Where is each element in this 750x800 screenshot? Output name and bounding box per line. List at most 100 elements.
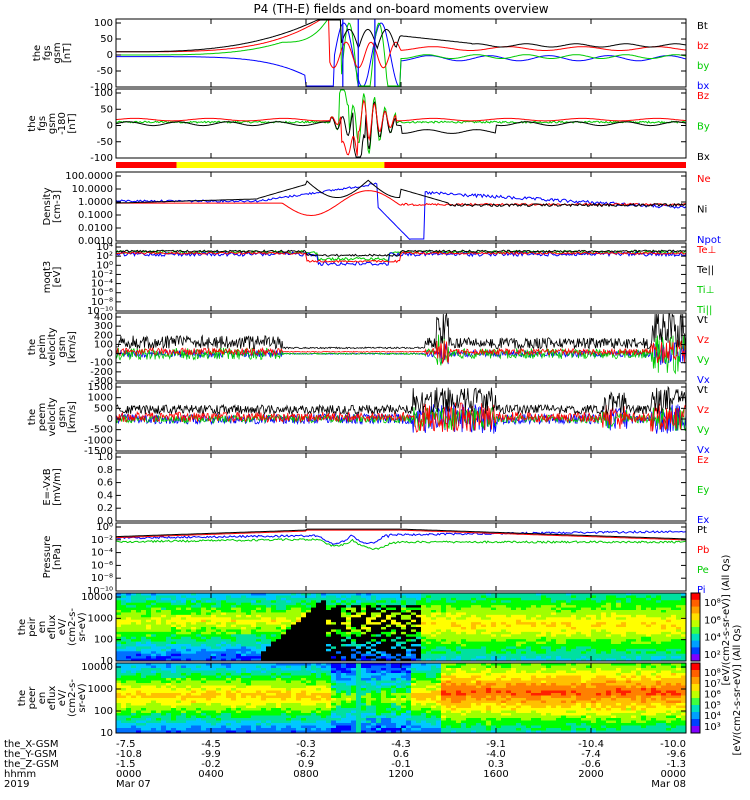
spectrogram-cell [286,685,292,689]
spectrogram-cell [116,680,122,684]
spectrogram-cell [536,612,542,616]
spectrogram-cell [361,685,367,689]
spectrogram-cell [176,685,182,689]
spectrogram-cell [146,680,152,684]
spectrogram-cell [241,695,247,699]
spectrogram-cell [441,631,447,635]
spectrogram-cell [556,622,562,625]
spectrogram-cell [136,651,142,655]
spectrogram-cell [571,651,577,655]
spectrogram-cell [141,600,147,604]
spectrogram-cell [116,600,122,604]
spectrogram-cell [131,600,137,604]
spectrogram-cell [491,617,497,621]
spectrogram-cell [481,607,487,611]
spectrogram-cell [616,641,622,645]
spectrogram-cell [236,607,242,611]
spectrogram-cell [356,728,362,731]
spectrogram-cell [601,646,607,650]
spectrogram-cell [411,641,417,645]
spectrogram-cell [626,636,632,640]
spectrogram-cell [221,627,227,630]
spectrogram-cell [226,713,232,716]
spectrogram-cell [386,631,392,635]
spectrogram-cell [411,627,417,630]
spectrogram-cell [546,607,552,611]
y-tick-label: 10⁰ [96,522,113,533]
spectrogram-cell [141,610,147,613]
spectrogram-cell [461,624,467,628]
spectrogram-cell [661,658,667,662]
spectrogram-cell [261,723,267,726]
spectrogram-cell [221,675,227,679]
spectrogram-cell [301,597,307,601]
spectrogram-cell [316,651,322,655]
spectrogram-cell [206,703,212,706]
spectrogram-cell [161,670,167,674]
spectrogram-cell [321,685,327,689]
spectrogram-cell [636,610,642,613]
spectrogram-cell [426,597,432,601]
spectrogram-cell [226,705,232,709]
spectrogram-cell [256,636,262,640]
spectrogram-cell [611,648,617,652]
spectrogram-cell [176,600,182,604]
spectrogram-cell [346,629,352,633]
spectrogram-cell [256,593,262,596]
spectrogram-cell [296,723,302,726]
spectrogram-cell [621,593,627,596]
spectrogram-cell [141,693,147,696]
spectrogram-cell [521,641,527,645]
spectrogram-cell [256,595,262,599]
spectrogram-cell [246,725,252,729]
spectrogram-cell [671,617,677,621]
spectrogram-cell [446,612,452,616]
spectrogram-cell [636,636,642,640]
spectrogram-cell [406,634,412,638]
spectrogram-cell [441,607,447,611]
spectrogram-cell [411,658,417,662]
spectrogram-cell [146,636,152,640]
spectrogram-cell [296,668,302,671]
spectrogram-cell [606,593,612,596]
spectrogram-cell [146,656,152,659]
spectrogram-cell [681,619,687,623]
spectrogram-cell [311,718,317,721]
spectrogram-cell [331,715,337,719]
spectrogram-cell [626,629,632,633]
spectrogram-cell [121,607,127,611]
spectrogram-cell [186,624,192,628]
spectrogram-cell [611,597,617,601]
spectrogram-cell [401,641,407,645]
spectrogram-cell [191,675,197,679]
spectrogram-cell [246,651,252,655]
spectrogram-cell [481,619,487,623]
spectrogram-cell [171,648,177,652]
spectrogram-cell [351,617,357,621]
spectrogram-cell [216,728,222,731]
spectrogram-cell [486,607,492,611]
spectrogram-cell [391,597,397,601]
spectrogram-cell [171,698,177,701]
spectrogram-cell [421,648,427,652]
spectrogram-cell [386,629,392,633]
spectrogram-cell [256,688,262,691]
spectrogram-cell [221,713,227,716]
spectrogram-cell [406,631,412,635]
spectrogram-cell [566,622,572,625]
spectrogram-cell [291,636,297,640]
spectrogram-cell [161,624,167,628]
spectrogram-cell [241,653,247,657]
spectrogram-cell [266,718,272,721]
spectrogram-cell [156,663,162,666]
spectrogram-cell [281,658,287,662]
spectrogram-cell [611,627,617,630]
spectrogram-cell [241,713,247,716]
spectrogram-cell [481,653,487,657]
spectrogram-cell [276,700,282,704]
spectrogram-cell [196,595,202,599]
spectrogram-cell [496,607,502,611]
spectrogram-cell [381,595,387,599]
spectrogram-cell [151,646,157,650]
spectrogram-cell [526,595,532,599]
